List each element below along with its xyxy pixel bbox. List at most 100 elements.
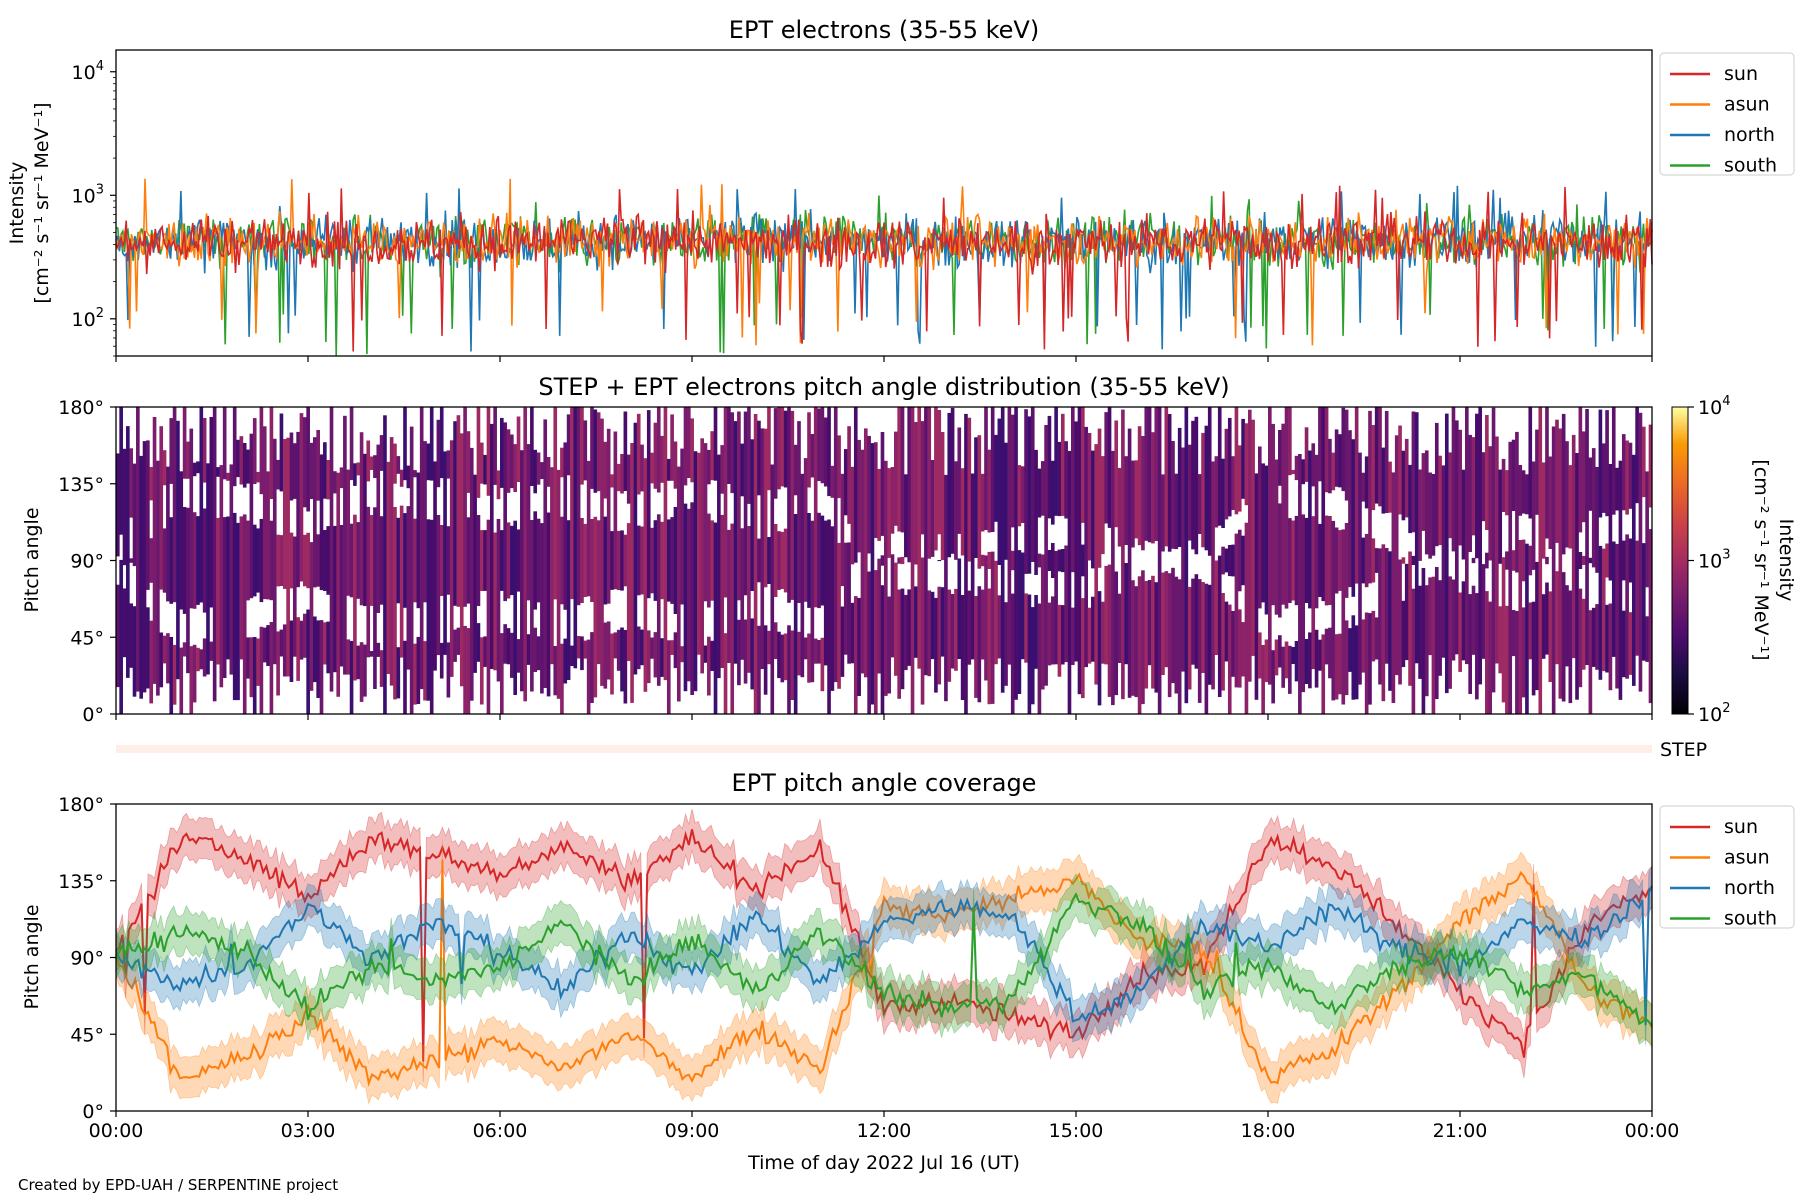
heatmap-cell bbox=[560, 643, 564, 714]
heatmap-cell bbox=[686, 508, 691, 682]
heatmap-cell bbox=[426, 443, 431, 481]
heatmap-cell bbox=[693, 451, 698, 692]
heatmap-cell bbox=[1608, 603, 1613, 691]
heatmap-cell bbox=[974, 437, 978, 558]
heatmap-cell bbox=[379, 435, 384, 471]
heatmap-cell bbox=[820, 637, 825, 692]
heatmap-cell bbox=[192, 644, 197, 703]
series-line-asun bbox=[115, 178, 1653, 346]
heatmap-cell bbox=[1351, 439, 1356, 597]
x-tick-label: 09:00 bbox=[665, 1120, 720, 1142]
heatmap-cell bbox=[1197, 474, 1202, 534]
heatmap-cell bbox=[423, 441, 427, 603]
heatmap-cell bbox=[803, 637, 808, 660]
heatmap-cell bbox=[1047, 415, 1052, 519]
x-tick-label: 00:00 bbox=[89, 1120, 144, 1142]
heatmap-cell bbox=[1631, 454, 1636, 686]
heatmap-cell bbox=[1171, 441, 1175, 549]
heatmap-cell bbox=[1485, 552, 1489, 569]
heatmap-cell bbox=[1161, 474, 1165, 552]
heatmap-cell bbox=[713, 407, 718, 481]
heatmap-cell bbox=[1361, 619, 1366, 673]
heatmap-cell bbox=[319, 454, 324, 591]
heatmap-cell bbox=[172, 407, 177, 603]
heatmap-cell bbox=[1057, 604, 1062, 677]
heatmap-cell bbox=[1294, 641, 1299, 682]
heatmap-cell bbox=[513, 444, 517, 492]
heatmap-cell bbox=[663, 407, 668, 681]
heatmap-cell bbox=[670, 414, 674, 481]
heatmap-cell bbox=[356, 645, 361, 680]
heatmap-cell bbox=[323, 622, 327, 665]
heatmap-cell bbox=[129, 603, 133, 668]
colorbar-tick-label: 104 bbox=[1698, 394, 1730, 419]
heatmap-cell bbox=[1374, 407, 1379, 504]
heatmap-cell bbox=[466, 628, 471, 714]
heatmap-cell bbox=[202, 638, 207, 677]
heatmap-cell bbox=[369, 456, 374, 470]
heatmap-cell bbox=[1047, 602, 1052, 666]
heatmap-cell bbox=[1378, 407, 1382, 507]
heatmap-cell bbox=[186, 441, 190, 479]
heatmap-cell bbox=[743, 619, 748, 684]
heatmap-cell bbox=[1438, 580, 1442, 676]
heatmap-cell bbox=[269, 520, 274, 601]
heatmap-cell bbox=[566, 414, 571, 476]
series-line-south bbox=[115, 892, 1653, 1026]
heatmap-cell bbox=[653, 632, 658, 678]
heatmap-cell bbox=[1024, 593, 1028, 663]
heatmap-cell bbox=[479, 442, 484, 484]
heatmap-cell bbox=[1545, 407, 1549, 539]
heatmap-cell bbox=[997, 418, 1002, 565]
heatmap-cell bbox=[1628, 612, 1633, 675]
heatmap-cell bbox=[196, 516, 200, 605]
heatmap-cell bbox=[1598, 409, 1603, 518]
heatmap-cell bbox=[980, 589, 985, 660]
heatmap-cell bbox=[503, 624, 507, 664]
heatmap-cell bbox=[1408, 551, 1412, 686]
heatmap-cell bbox=[1611, 407, 1616, 515]
heatmap-cell bbox=[833, 407, 838, 683]
heatmap-cell bbox=[1057, 549, 1062, 572]
heatmap-cell bbox=[750, 618, 755, 690]
heatmap-cell bbox=[1261, 645, 1265, 714]
heatmap-cell bbox=[877, 558, 881, 674]
heatmap-cell bbox=[837, 435, 841, 499]
legend-box bbox=[1659, 805, 1795, 929]
heatmap-cell bbox=[730, 523, 735, 714]
heatmap-cell bbox=[1318, 523, 1322, 597]
heatmap-cell bbox=[680, 646, 684, 663]
heatmap-cell bbox=[990, 551, 995, 704]
heatmap-cell bbox=[1231, 544, 1235, 577]
heatmap-cell bbox=[483, 530, 487, 591]
heatmap-cell bbox=[830, 526, 835, 691]
heatmap-cell bbox=[1628, 442, 1633, 509]
heatmap-cell bbox=[1481, 452, 1486, 522]
heatmap-cell bbox=[363, 644, 367, 697]
heatmap-cell bbox=[396, 456, 401, 474]
heatmap-cell bbox=[1254, 473, 1259, 700]
colorbar-tick-label: 103 bbox=[1698, 548, 1730, 573]
heatmap-cell bbox=[1371, 425, 1376, 511]
heatmap-cell bbox=[1060, 413, 1065, 516]
heatmap-cell bbox=[1224, 428, 1229, 520]
heatmap-cell bbox=[1401, 557, 1406, 564]
heatmap-cell bbox=[1591, 448, 1596, 568]
heatmap-cell bbox=[606, 428, 611, 604]
heatmap-cell bbox=[934, 597, 938, 693]
heatmap-cell bbox=[443, 451, 447, 655]
heatmap-cell bbox=[1535, 561, 1539, 691]
heatmap-cell bbox=[807, 412, 811, 488]
heatmap-cell bbox=[894, 562, 898, 676]
heatmap-cell bbox=[279, 413, 284, 492]
heatmap-cell bbox=[1207, 407, 1212, 556]
heatmap-cell bbox=[563, 442, 568, 610]
heatmap-cell bbox=[506, 628, 511, 665]
heatmap-cell bbox=[1648, 529, 1653, 704]
heatmap-cell bbox=[753, 414, 758, 714]
heatmap-cell bbox=[1201, 582, 1205, 673]
colorbar-tick-label: 102 bbox=[1698, 701, 1730, 726]
heatmap-cell bbox=[840, 473, 845, 587]
heatmap-cell bbox=[359, 432, 364, 606]
heatmap-cell bbox=[767, 630, 771, 665]
